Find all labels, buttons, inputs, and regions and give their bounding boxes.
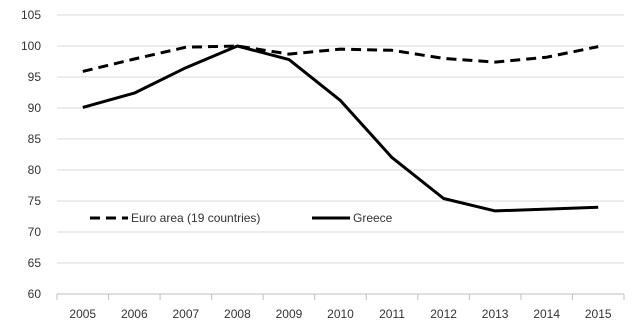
y-tick-label: 60: [28, 287, 42, 301]
x-tick-label: 2014: [533, 307, 560, 321]
x-tick-label: 2005: [69, 307, 96, 321]
y-tick-label: 105: [21, 8, 41, 22]
x-tick-label: 2008: [224, 307, 251, 321]
y-tick-label: 85: [28, 132, 42, 146]
x-tick-label: 2009: [276, 307, 303, 321]
x-tick-label: 2011: [379, 307, 405, 321]
legend-label: Euro area (19 countries): [131, 211, 260, 225]
x-tick-label: 2006: [121, 307, 148, 321]
y-tick-label: 70: [28, 225, 42, 239]
x-tick-label: 2013: [482, 307, 509, 321]
axes: 60 65 70 75 80 85 90 95 100 105 2005 2006 2007 2008 20…: [21, 8, 625, 321]
y-tick-label: 95: [28, 70, 42, 84]
y-tick-label: 75: [28, 194, 42, 208]
legend-label: Greece: [353, 211, 393, 225]
x-tick-label: 2015: [585, 307, 612, 321]
y-tick-label: 65: [28, 256, 42, 270]
gridlines: [57, 14, 624, 264]
x-tick-label: 2012: [430, 307, 457, 321]
series-line-greece: [82, 44, 599, 213]
x-tick-label: 2007: [173, 307, 200, 321]
y-tick-label: 90: [28, 101, 42, 115]
y-tick-label: 100: [21, 39, 41, 53]
series-lines: [82, 44, 599, 213]
legend: Euro area (19 countries) Greece: [90, 211, 393, 225]
series-line-euro-area-19-countries: [82, 44, 599, 73]
x-tick-label: 2010: [327, 307, 354, 321]
y-tick-label: 80: [28, 163, 42, 177]
